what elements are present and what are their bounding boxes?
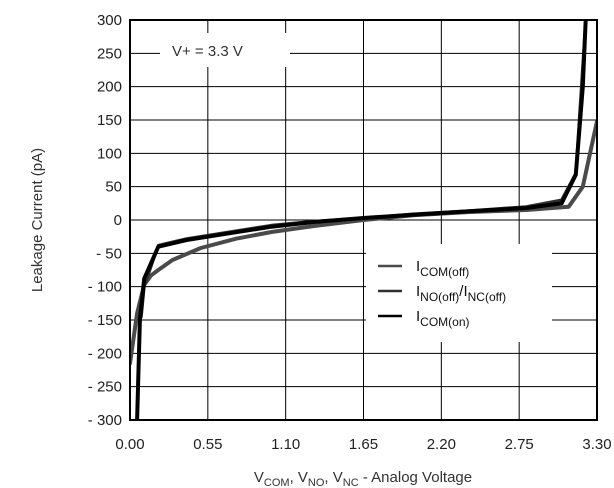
y-tick-label: - 100 bbox=[88, 279, 122, 296]
series-layer bbox=[130, 20, 597, 420]
y-axis-label: Leakage Current (pA) bbox=[29, 148, 46, 292]
legend-label: ICOM(on) bbox=[416, 308, 470, 329]
series-line-3 bbox=[135, 20, 588, 420]
legend-entry: ICOM(off) bbox=[378, 258, 469, 279]
series-line-1 bbox=[130, 119, 597, 366]
x-tick-label: 0.00 bbox=[115, 436, 144, 453]
y-tick-label: - 250 bbox=[88, 379, 122, 396]
x-tick-label: 3.30 bbox=[582, 436, 611, 453]
x-tick-label: 0.55 bbox=[193, 436, 222, 453]
y-tick-label: 50 bbox=[105, 179, 122, 196]
y-tick-label: - 150 bbox=[88, 312, 122, 329]
legend-label: ICOM(off) bbox=[416, 258, 469, 279]
legend-label: INO(off)/INC(off) bbox=[416, 283, 506, 304]
y-tick-labels: 300 250 200 150 100 50 0 - 50 - 100 - 150 - 200 - 2… bbox=[88, 12, 122, 429]
y-tick-label: - 200 bbox=[88, 345, 122, 362]
x-tick-label: 2.20 bbox=[427, 436, 456, 453]
x-axis-label: VCOM, VNO, VNC - Analog Voltage bbox=[254, 469, 472, 488]
y-tick-label: - 50 bbox=[96, 245, 122, 262]
y-tick-label: 150 bbox=[97, 112, 122, 129]
y-tick-label: - 300 bbox=[88, 412, 122, 429]
legend-background bbox=[366, 244, 552, 342]
y-tick-label: 100 bbox=[97, 145, 122, 162]
legend-entry: ICOM(on) bbox=[378, 308, 470, 329]
y-tick-label: 300 bbox=[97, 12, 122, 29]
y-tick-label: 0 bbox=[114, 212, 122, 229]
annotation-box: V+ = 3.3 V bbox=[160, 33, 290, 67]
annotation-background bbox=[160, 33, 290, 67]
x-tick-label: 2.75 bbox=[505, 436, 534, 453]
legend: ICOM(off) INO(off)/INC(off) ICOM(on) bbox=[366, 244, 552, 342]
plot-frame bbox=[129, 19, 598, 421]
annotation-text: V+ = 3.3 V bbox=[172, 43, 243, 60]
y-tick-label: 250 bbox=[97, 45, 122, 62]
x-tick-labels: 0.00 0.55 1.10 1.65 2.20 2.75 3.30 bbox=[115, 436, 611, 453]
y-tick-label: 200 bbox=[97, 79, 122, 96]
x-tick-label: 1.65 bbox=[349, 436, 378, 453]
legend-entry: INO(off)/INC(off) bbox=[378, 283, 506, 304]
x-tick-label: 1.10 bbox=[271, 436, 300, 453]
